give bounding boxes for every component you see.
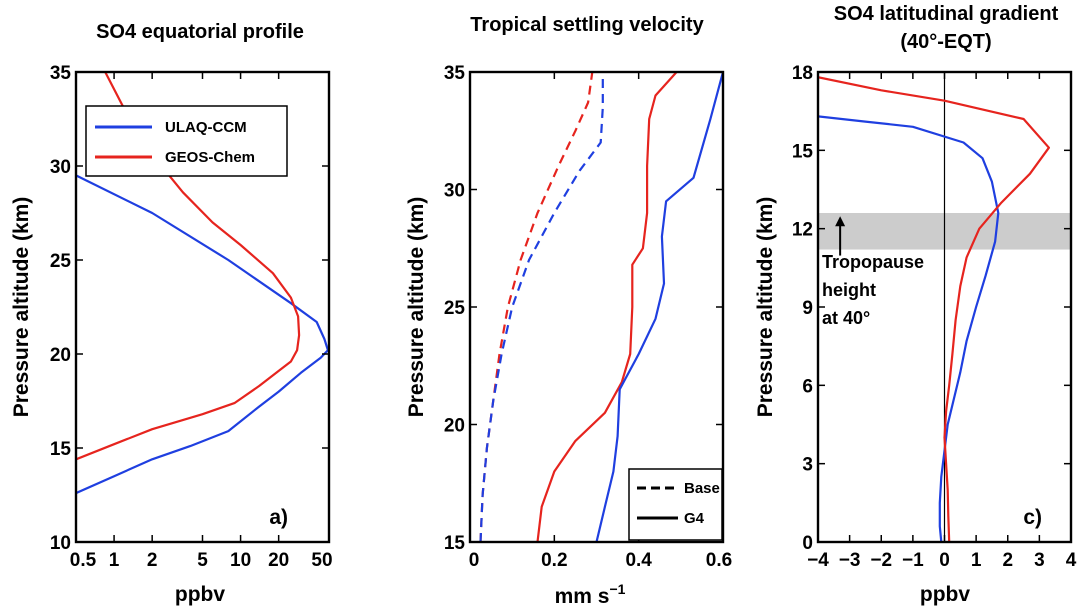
panel-a-ylabel: Pressure altitude (km) [10,197,33,418]
panel-1-ytick-label: 20 [444,416,465,437]
panel-1-series-2-line [536,72,678,542]
panel-1-ytick-label: 35 [444,63,466,84]
panel-b-xlabel: mm s−1 [555,581,626,608]
panel-a-title: SO4 equatorial profile [96,21,304,43]
panel-2-xtick-label: 2 [1002,550,1013,571]
panel-c-chart: SO4 latitudinal gradient (40°-EQT) −4 −3−… [754,3,1077,606]
annotation-line-2: height [822,280,876,300]
panel-b-ticks: 0 0.2 0.4 0.6 15 20 25 30 35 [444,63,732,571]
panel-2-ytick-label: 9 [802,298,813,319]
panel-c-title: SO4 latitudinal gradient [834,3,1059,25]
panel-2-series-1-line [818,76,1050,542]
panel-0-xtick-label: 0.5 [70,550,97,571]
legend-g4-label: G4 [684,510,705,527]
panel-0-xtick-label: 5 [197,550,208,571]
panel-0-ytick-label: 35 [50,63,72,84]
panel-0-xtick-label: 20 [268,550,289,571]
panel-0-xtick-label: 1 [109,550,120,571]
panel-2-xtick-label: 4 [1066,550,1077,571]
panel-2-ytick-label: 3 [802,455,813,476]
panel-b-xlabel-sup: −1 [609,581,625,597]
panel-0-ytick-label: 10 [50,533,71,554]
panel-a-series-layer [76,72,329,495]
panel-c-xlabel: ppbv [920,583,970,606]
panel-b-legend: Base G4 [628,468,723,541]
panel-1-ytick-label: 30 [444,181,465,202]
panel-1-xtick-label: 0.6 [706,550,732,571]
annotation-line-3: at 40° [822,308,870,328]
panel-a-letter: a) [269,506,288,529]
panel-c-letter: c) [1023,506,1042,529]
panel-0-xtick-label: 10 [230,550,251,571]
panel-1-xtick-label: 0.4 [625,550,652,571]
panel-0-ytick-label: 20 [50,345,71,366]
panel-2-xtick-label: 1 [971,550,982,571]
panel-0-ytick-label: 30 [50,157,71,178]
annotation-line-1: Tropopause [822,252,924,272]
panel-0-xtick-label: 50 [311,550,332,571]
panel-1-series-3-line [595,72,723,542]
panel-0-series-0-line [76,174,329,495]
panel-2-xtick-label: 0 [939,550,950,571]
panel-a-legend: ULAQ-CCM GEOS-Chem [85,105,288,177]
panel-2-ytick-label: 18 [792,63,813,84]
panel-a-xlabel: ppbv [175,583,225,606]
panel-2-series-0-line [818,115,1000,542]
panel-2-xtick-label: −2 [870,550,892,571]
legend-ulaq-label: ULAQ-CCM [165,119,247,136]
panel-b-ylabel: Pressure altitude (km) [405,197,428,418]
panel-2-ytick-label: 0 [802,533,813,554]
panel-1-series-0-line [479,72,594,542]
panel-0-series-1-line [76,72,301,461]
panel-a-chart: SO4 equatorial profile 0.5 1 2 5 10 20 5010152… [10,21,333,606]
panel-2-xtick-label: 3 [1034,550,1045,571]
tropopause-annotation: Tropopause height at 40° [822,216,924,328]
panel-b-series-layer [479,72,723,542]
tropopause-arrowhead [835,216,846,227]
panel-b-chart: Tropical settling velocity 0 0.2 0.4 0.6 15 2… [405,14,732,608]
legend-geos-label: GEOS-Chem [165,149,255,166]
panel-1-xtick-label: 0 [469,550,480,571]
panel-b-title: Tropical settling velocity [470,14,704,36]
panel-1-ytick-label: 15 [444,533,466,554]
panel-0-ytick-label: 15 [50,439,72,460]
panel-c-ylabel: Pressure altitude (km) [754,197,777,418]
legend-base-label: Base [684,480,720,497]
panel-b-legend-box [628,468,723,541]
panel-2-xtick-label: −3 [839,550,861,571]
panel-2-xtick-label: −1 [902,550,924,571]
panel-b-xlabel-main: mm s [555,585,610,608]
panel-2-ytick-label: 15 [792,141,814,162]
panel-2-ytick-label: 6 [802,376,813,397]
panel-0-ytick-label: 25 [50,251,72,272]
panel-c-series-layer [818,76,1050,542]
panel-1-series-1-line [479,72,604,542]
panel-1-ytick-label: 25 [444,298,466,319]
panel-1-xtick-label: 0.2 [541,550,567,571]
panel-c-subtitle: (40°-EQT) [900,31,991,53]
panel-a-legend-box [85,105,288,177]
panel-0-xtick-label: 2 [147,550,158,571]
panel-2-xtick-label: −4 [807,550,829,571]
panel-2-ytick-label: 12 [792,220,813,241]
